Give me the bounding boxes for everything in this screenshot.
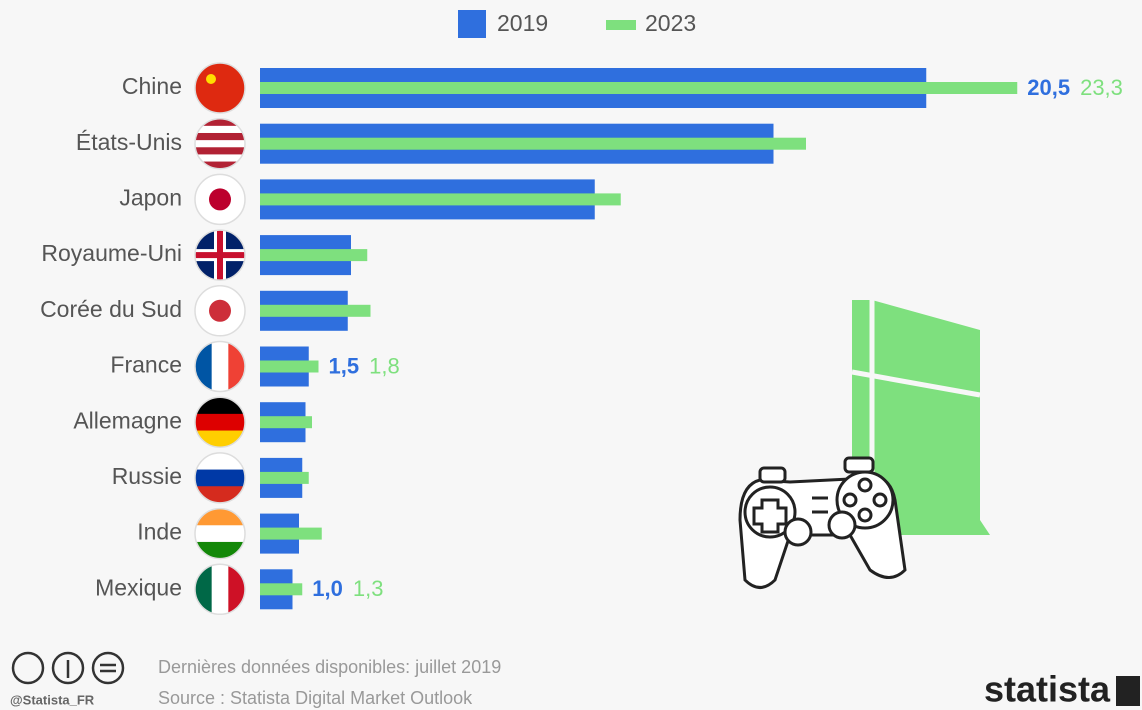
note: Dernières données disponibles: juillet 2… — [158, 657, 501, 677]
flag-border — [194, 563, 246, 616]
flag-border — [194, 117, 246, 170]
flag-border — [194, 340, 246, 393]
value-label: 1,5 — [329, 353, 360, 378]
flag-stripe — [211, 341, 229, 392]
flag-border — [194, 396, 246, 448]
flag-star — [206, 74, 216, 84]
flag-stripe — [195, 508, 245, 526]
bar — [260, 527, 322, 540]
category-label: Royaume-Uni — [41, 240, 182, 266]
flag-border — [194, 285, 246, 337]
legend-label: 2023 — [645, 10, 696, 36]
console-icon — [738, 300, 990, 589]
category-label: Russie — [112, 463, 182, 489]
value-label: 1,8 — [369, 353, 400, 378]
flag — [195, 508, 245, 559]
flag-stripe — [195, 154, 245, 163]
legend-label: 2019 — [497, 10, 548, 36]
flag — [195, 285, 245, 336]
flag — [195, 230, 245, 281]
brand-logo — [1116, 676, 1140, 706]
flag-dot — [209, 188, 231, 211]
flag-stripe — [195, 564, 213, 615]
flag — [195, 341, 245, 392]
category-label: Corée du Sud — [40, 296, 182, 322]
legend-swatch — [606, 20, 636, 30]
flag-stripe — [195, 161, 245, 169]
flag-dot — [209, 299, 231, 322]
handle: @Statista_FR — [10, 692, 95, 707]
bar — [260, 471, 309, 484]
flag-stripe — [211, 564, 229, 615]
bar — [260, 304, 371, 317]
value-label: 23,3 — [1080, 75, 1123, 100]
flag-border — [194, 62, 246, 114]
flag — [195, 174, 245, 225]
flag-stripe — [195, 118, 245, 127]
category-label: Mexique — [95, 574, 182, 600]
flag-stripe — [195, 341, 213, 392]
flag-border — [194, 229, 246, 281]
flag-stripe — [195, 147, 245, 155]
source: Source : Statista Digital Market Outlook — [158, 688, 473, 708]
flag-stripe — [195, 63, 245, 113]
flag-stripe — [195, 125, 245, 134]
flag-stripe — [195, 430, 245, 448]
bar — [260, 360, 319, 373]
flag-stripe — [228, 341, 245, 392]
bar — [260, 82, 1018, 94]
flag — [195, 118, 245, 169]
flag — [195, 452, 245, 503]
category-label: France — [110, 352, 182, 378]
legend-swatch — [458, 10, 486, 38]
flag-stripe — [195, 452, 245, 471]
flag-stripe — [228, 564, 245, 615]
flag-stripe — [195, 140, 245, 148]
category-label: Inde — [137, 519, 182, 545]
value-label: 20,5 — [1027, 75, 1070, 100]
category-label: États-Unis — [76, 129, 182, 155]
flag-stripe — [195, 486, 245, 503]
bar — [260, 249, 368, 262]
flag-stripe — [195, 541, 245, 559]
category-label: Allemagne — [73, 407, 182, 433]
flag-stripe — [195, 413, 245, 432]
bar — [260, 416, 312, 429]
flag-stripe — [195, 132, 245, 141]
bar — [260, 137, 806, 150]
flag-border — [194, 173, 246, 226]
flag-border — [194, 507, 246, 560]
flag — [195, 63, 245, 113]
flag-stripe — [195, 469, 245, 487]
value-label: 1,0 — [312, 576, 343, 601]
value-label: 1,3 — [353, 576, 384, 601]
bar — [260, 583, 303, 596]
bar — [260, 193, 621, 206]
flag-border — [194, 452, 246, 504]
flag — [195, 397, 245, 448]
category-label: Chine — [122, 73, 182, 99]
flag-cross — [217, 230, 223, 281]
flag — [195, 564, 245, 615]
license-icons — [11, 651, 125, 685]
flag-stripe — [195, 397, 245, 415]
brand: statista — [984, 669, 1111, 710]
flag-stripe — [195, 525, 245, 543]
category-label: Japon — [119, 184, 182, 210]
